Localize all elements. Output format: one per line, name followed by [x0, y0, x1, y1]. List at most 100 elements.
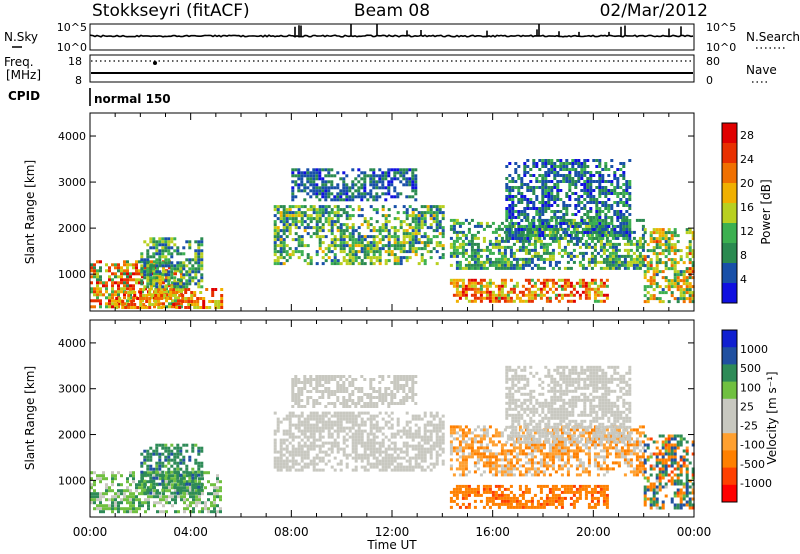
- data-cell: [170, 464, 174, 468]
- data-cell: [629, 239, 633, 243]
- data-cell: [384, 450, 388, 454]
- data-cell: [553, 174, 557, 177]
- data-cell: [491, 230, 495, 234]
- data-cell: [155, 243, 159, 247]
- data-cell: [589, 189, 593, 192]
- data-cell: [174, 272, 177, 276]
- data-cell: [354, 435, 358, 439]
- data-cell: [521, 233, 525, 237]
- data-cell: [123, 498, 126, 502]
- data-cell: [387, 447, 391, 451]
- data-cell: [503, 281, 507, 285]
- data-cell: [369, 417, 373, 421]
- data-cell: [568, 162, 572, 165]
- data-cell: [611, 248, 615, 252]
- data-cell: [423, 426, 427, 430]
- data-cell: [366, 462, 370, 466]
- data-cell: [408, 223, 412, 227]
- data-cell: [300, 223, 304, 227]
- data-cell: [536, 278, 540, 282]
- data-cell: [497, 242, 501, 246]
- data-cell: [402, 426, 406, 430]
- data-cell: [592, 180, 596, 183]
- data-cell: [141, 290, 144, 294]
- data-cell: [321, 223, 325, 227]
- data-cell: [146, 467, 150, 471]
- data-cell: [279, 235, 283, 239]
- data-cell: [541, 213, 545, 216]
- data-cell: [315, 195, 319, 199]
- data-cell: [435, 441, 439, 445]
- data-cell: [176, 476, 180, 480]
- data-cell: [390, 441, 394, 445]
- data-cell: [309, 444, 313, 448]
- data-cell: [562, 168, 566, 171]
- data-cell: [638, 251, 642, 255]
- data-cell: [375, 183, 379, 187]
- data-cell: [569, 236, 573, 240]
- data-cell: [187, 303, 191, 306]
- data-cell: [219, 510, 222, 514]
- data-cell: [318, 375, 322, 378]
- data-cell: [578, 260, 582, 264]
- data-cell: [300, 183, 304, 187]
- data-cell: [622, 201, 626, 204]
- data-cell: [372, 180, 376, 184]
- data-cell: [503, 278, 507, 282]
- data-cell: [420, 256, 424, 260]
- data-cell: [333, 241, 337, 245]
- data-cell: [529, 168, 533, 171]
- data-cell: [170, 273, 174, 277]
- data-cell: [159, 471, 162, 475]
- data-cell: [363, 447, 367, 451]
- data-cell: [387, 438, 391, 442]
- data-cell: [420, 247, 424, 251]
- data-cell: [408, 180, 412, 184]
- data-cell: [438, 447, 442, 451]
- data-cell: [646, 261, 650, 265]
- data-cell: [185, 279, 189, 283]
- data-cell: [599, 245, 603, 249]
- data-cell: [327, 423, 331, 427]
- data-cell: [529, 222, 533, 225]
- data-cell: [144, 266, 147, 270]
- data-cell: [360, 238, 364, 242]
- data-cell: [159, 278, 162, 282]
- data-cell: [384, 456, 388, 460]
- data-cell: [539, 287, 543, 291]
- data-cell: [461, 245, 465, 249]
- data-cell: [533, 254, 537, 258]
- data-cell: [357, 241, 361, 245]
- data-cell: [164, 443, 168, 447]
- data-cell: [667, 258, 671, 262]
- data-cell: [197, 270, 201, 274]
- data-cell: [279, 217, 283, 221]
- data-cell: [673, 231, 677, 235]
- data-cell: [583, 183, 587, 186]
- power-colorbar-label: Power [dB]: [759, 179, 773, 244]
- data-cell: [464, 296, 468, 300]
- data-cell: [578, 221, 582, 225]
- data-cell: [191, 449, 195, 453]
- power-data-cells: [90, 159, 695, 309]
- data-cell: [553, 216, 557, 219]
- data-cell: [586, 216, 590, 219]
- data-cell: [590, 278, 594, 282]
- data-cell: [99, 269, 102, 273]
- data-cell: [599, 290, 603, 294]
- data-cell: [664, 243, 668, 247]
- data-cell: [154, 294, 158, 297]
- data-cell: [467, 299, 471, 303]
- data-cell: [291, 393, 295, 396]
- data-cell: [321, 256, 325, 260]
- data-cell: [551, 248, 555, 252]
- data-cell: [581, 266, 585, 270]
- data-cell: [282, 417, 286, 421]
- data-cell: [315, 189, 319, 193]
- data-cell: [670, 279, 674, 283]
- data-cell: [688, 285, 692, 289]
- data-cell: [324, 381, 328, 384]
- data-cell: [333, 378, 337, 381]
- data-cell: [676, 282, 680, 286]
